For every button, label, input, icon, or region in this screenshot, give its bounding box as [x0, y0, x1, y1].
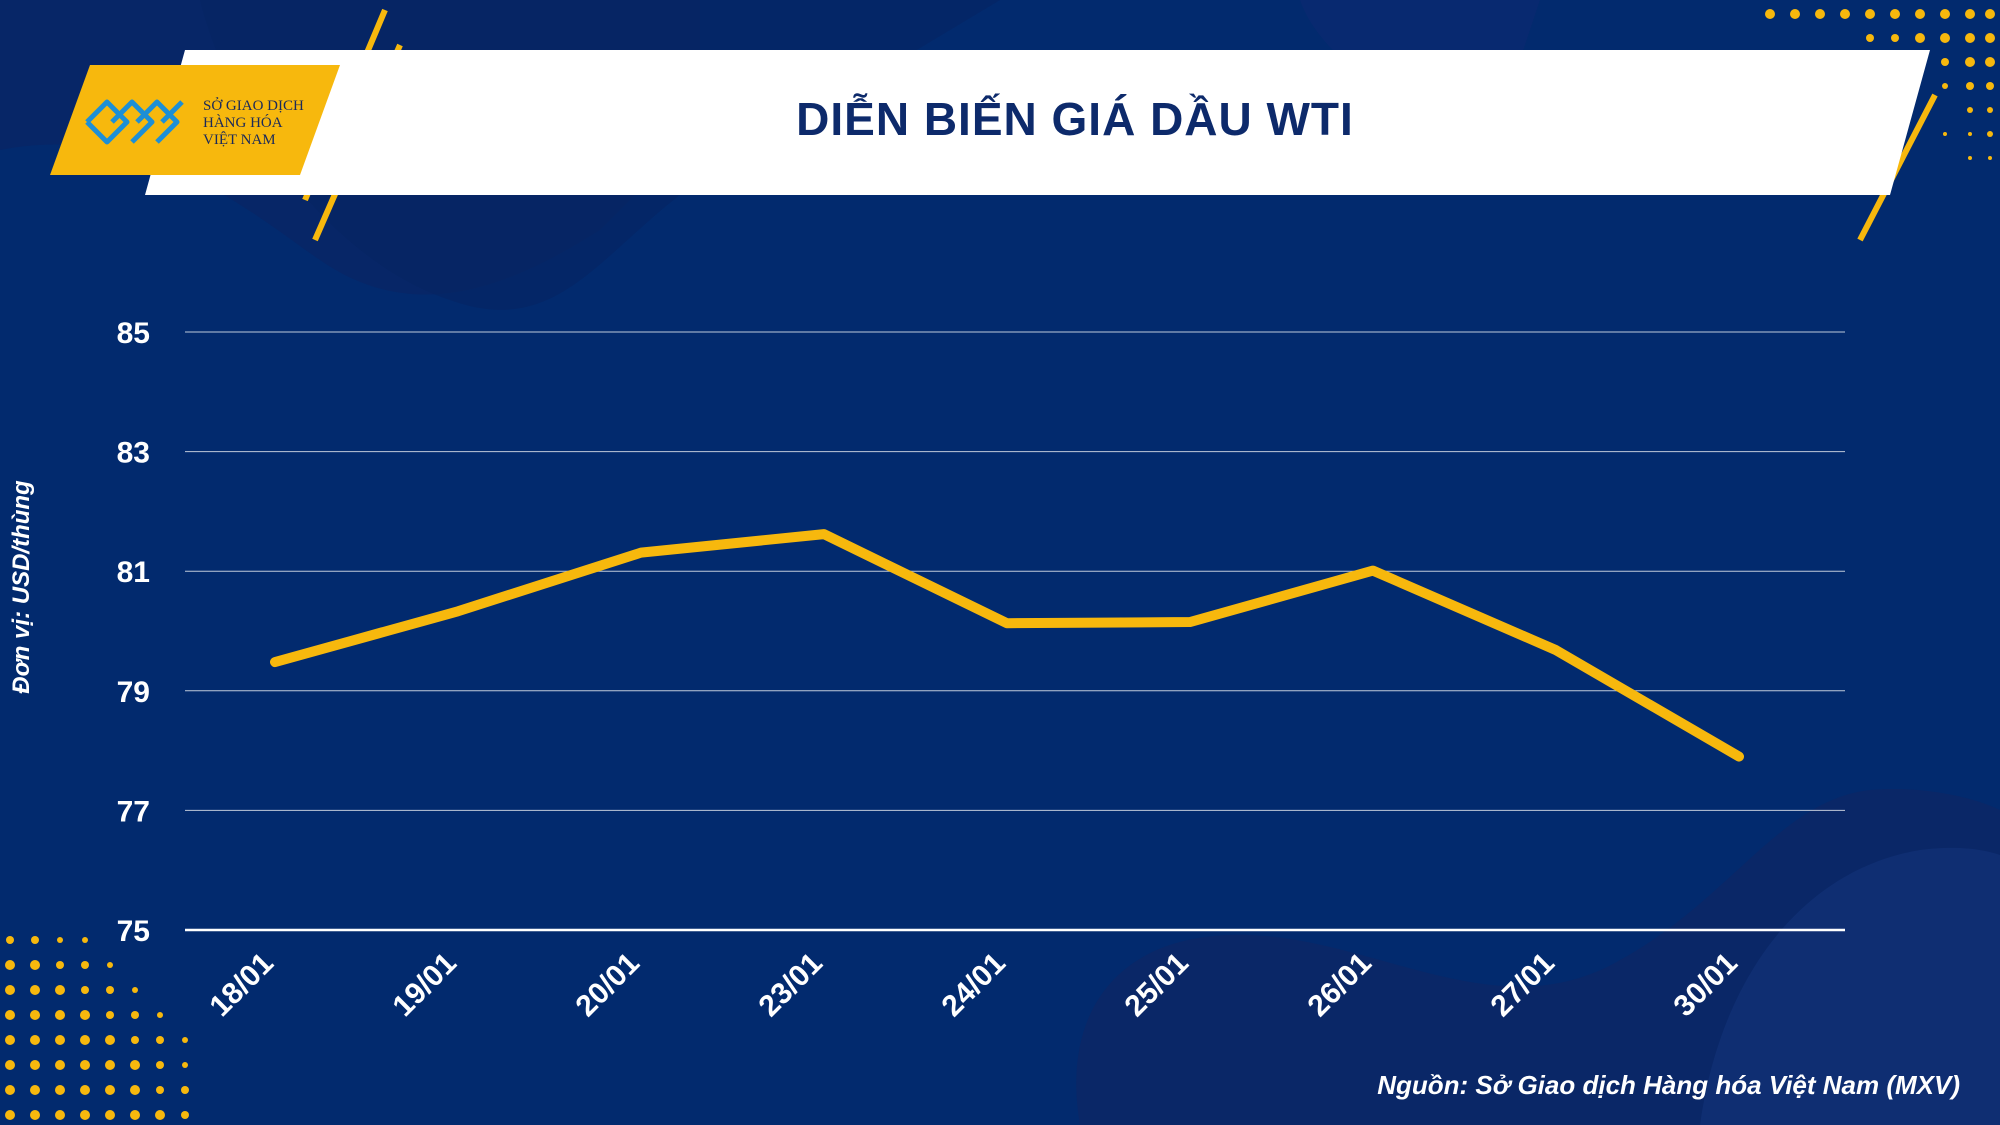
page-title: DIỄN BIẾN GIÁ DẦU WTI — [796, 93, 1354, 145]
x-tick-label: 25/01 — [1119, 947, 1195, 1023]
x-tick-label: 18/01 — [204, 947, 280, 1023]
x-tick-label: 30/01 — [1668, 947, 1744, 1023]
y-tick-label: 85 — [117, 317, 150, 350]
y-tick-label: 83 — [117, 437, 150, 470]
data-point — [271, 658, 279, 667]
logo-box — [50, 65, 340, 175]
y-tick-label: 77 — [117, 795, 150, 828]
data-point — [1735, 752, 1743, 761]
x-tick-label: 23/01 — [753, 947, 829, 1023]
dot-pattern-bottom-left — [5, 936, 189, 1120]
y-axis-label: Đơn vị: USD/thùng — [8, 480, 35, 694]
data-point — [1003, 619, 1011, 628]
source-note: Nguồn: Sở Giao dịch Hàng hóa Việt Nam (M… — [1377, 1070, 1960, 1100]
data-point — [454, 607, 462, 616]
x-tick-label: 20/01 — [570, 947, 646, 1023]
data-point — [637, 548, 645, 557]
header-banner — [145, 50, 1930, 195]
data-point — [820, 530, 828, 539]
y-tick-label: 81 — [117, 556, 150, 589]
mxv-logo-icon — [85, 99, 184, 145]
y-tick-label: 75 — [117, 915, 150, 948]
data-point — [1186, 618, 1194, 627]
x-tick-label: 26/01 — [1302, 947, 1378, 1023]
y-tick-label: 79 — [117, 676, 150, 709]
x-tick-label: 24/01 — [936, 947, 1012, 1023]
data-point — [1552, 646, 1560, 655]
logo-line-3: VIỆT NAM — [203, 132, 276, 148]
series-line — [270, 529, 1744, 762]
data-point — [1369, 566, 1377, 575]
dot-pattern-top-right — [1765, 9, 1995, 160]
logo-text: SỞ GIAO DỊCH HÀNG HÓA VIỆT NAM — [203, 98, 323, 149]
x-tick-label: 27/01 — [1485, 947, 1561, 1023]
x-tick-label: 19/01 — [387, 947, 463, 1023]
logo-line-1: SỞ GIAO DỊCH — [203, 98, 304, 114]
logo-line-2: HÀNG HÓA — [203, 115, 283, 131]
